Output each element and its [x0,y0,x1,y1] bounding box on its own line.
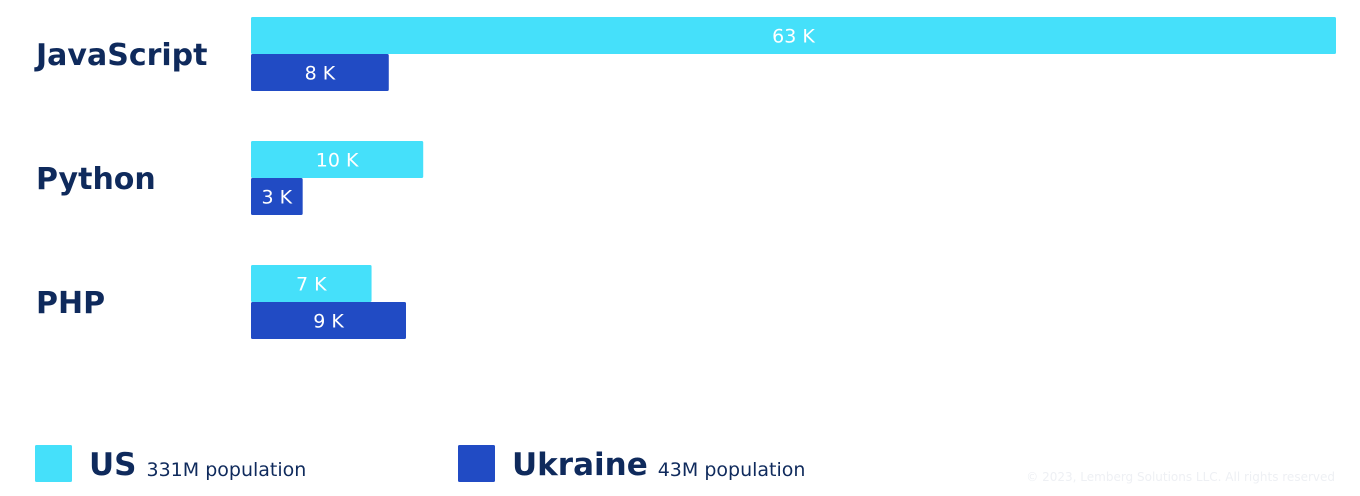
legend-label-ukraine: Ukraine [512,447,648,483]
bar-javascript-ukraine [251,54,389,91]
legend: US 331M population Ukraine 43M population [35,445,805,483]
category-label-python: Python [36,162,156,197]
legend-item-ukraine: Ukraine 43M population [458,445,805,483]
bar-label-python-us: 10 K [316,150,359,172]
category-label-javascript: JavaScript [34,38,208,73]
legend-item-us: US 331M population [35,445,306,483]
bar-python-us [251,141,424,178]
category-label-php: PHP [36,286,105,321]
bar-python-ukraine [251,178,303,215]
legend-note-us: 331M population [147,459,307,481]
bar-label-javascript-ukraine: 8 K [305,63,336,85]
category-labels: JavaScript Python PHP [34,38,208,321]
bar-javascript-us [251,17,1336,54]
legend-note-ukraine: 43M population [658,459,806,481]
bar-label-javascript-us: 63 K [772,26,815,48]
copyright-text: © 2023, Lemberg Solutions LLC. All right… [1026,470,1335,484]
bar-label-php-ukraine: 9 K [313,311,344,333]
bars [251,17,1336,339]
bar-label-python-ukraine: 3 K [262,187,293,209]
bar-value-labels: 63 K 8 K 10 K 3 K 7 K 9 K [262,26,816,333]
legend-swatch-us [35,445,72,482]
bar-label-php-us: 7 K [296,274,327,296]
bar-php-ukraine [251,302,406,339]
legend-label-us: US [89,447,137,483]
bar-php-us [251,265,372,302]
legend-swatch-ukraine [458,445,495,482]
